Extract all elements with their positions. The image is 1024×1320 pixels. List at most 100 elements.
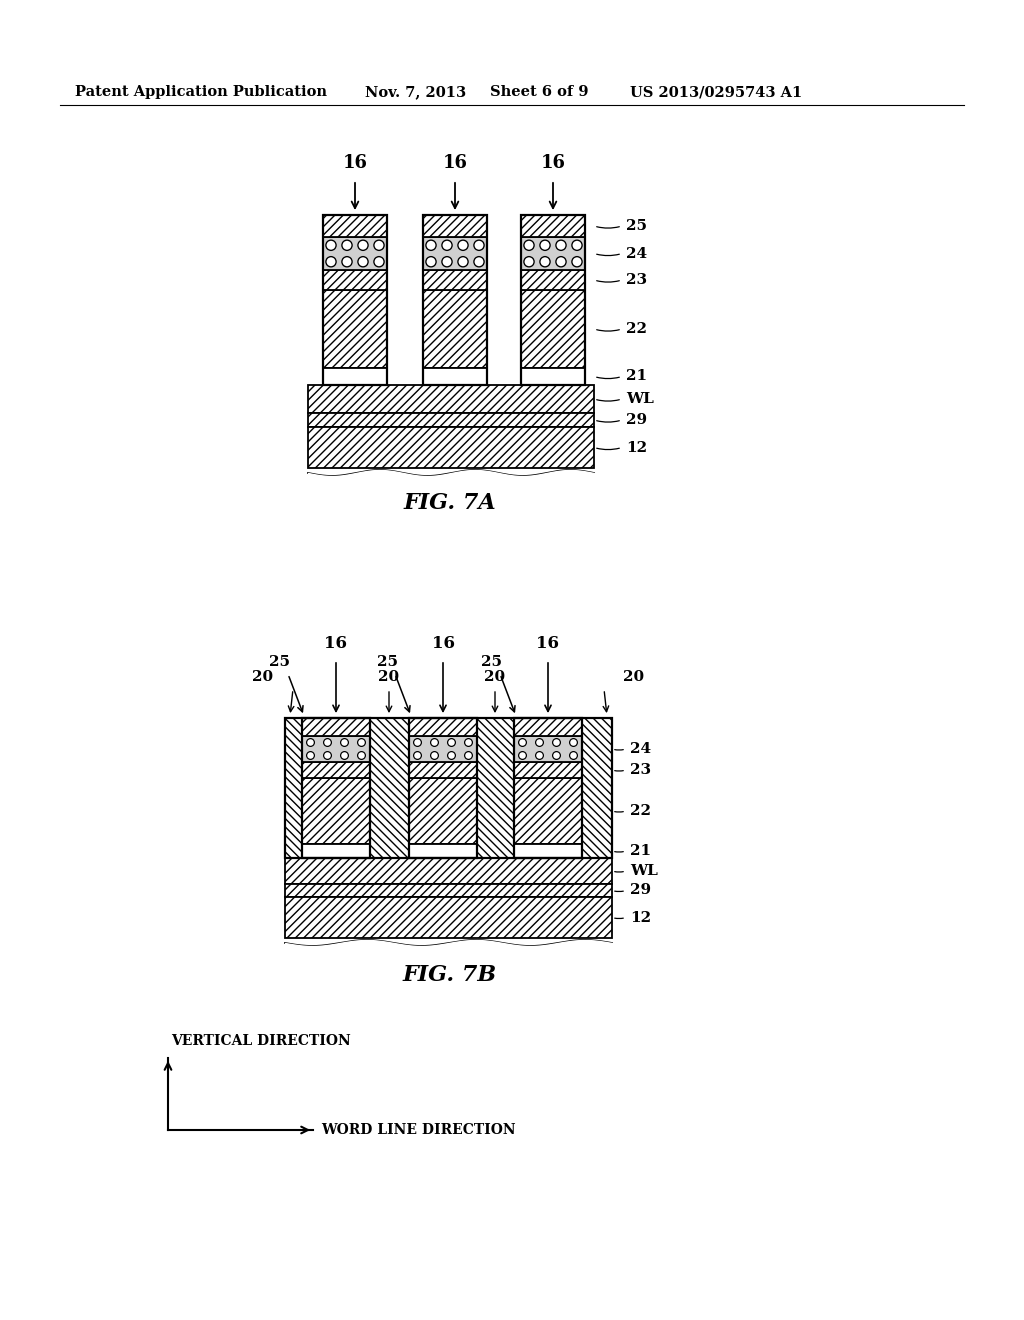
- Text: 22: 22: [626, 322, 647, 337]
- Circle shape: [341, 739, 348, 746]
- Circle shape: [447, 739, 456, 746]
- Circle shape: [556, 256, 566, 267]
- Circle shape: [458, 256, 468, 267]
- Bar: [423, 290, 487, 368]
- Text: 23: 23: [630, 763, 651, 777]
- Bar: [285, 884, 612, 898]
- Circle shape: [431, 751, 438, 759]
- Bar: [514, 718, 582, 737]
- Circle shape: [306, 751, 314, 759]
- Bar: [285, 858, 612, 884]
- Bar: [308, 413, 594, 426]
- Bar: [409, 762, 477, 777]
- Bar: [323, 238, 387, 271]
- Bar: [521, 368, 585, 385]
- Bar: [514, 718, 582, 858]
- Bar: [308, 385, 594, 413]
- Circle shape: [442, 256, 453, 267]
- Circle shape: [447, 751, 456, 759]
- Circle shape: [414, 751, 422, 759]
- Circle shape: [324, 751, 332, 759]
- Circle shape: [324, 739, 332, 746]
- Text: 12: 12: [626, 441, 647, 454]
- Text: US 2013/0295743 A1: US 2013/0295743 A1: [630, 84, 802, 99]
- Circle shape: [569, 739, 578, 746]
- Bar: [521, 290, 585, 368]
- Circle shape: [474, 256, 484, 267]
- Circle shape: [553, 751, 560, 759]
- Circle shape: [306, 739, 314, 746]
- Text: 24: 24: [630, 742, 651, 756]
- Bar: [323, 368, 387, 385]
- Circle shape: [553, 739, 560, 746]
- Bar: [423, 238, 487, 271]
- Bar: [409, 737, 477, 762]
- Circle shape: [357, 739, 366, 746]
- Text: 16: 16: [442, 154, 468, 172]
- Text: 29: 29: [626, 413, 647, 426]
- Bar: [423, 368, 487, 385]
- Circle shape: [571, 240, 582, 251]
- Text: Patent Application Publication: Patent Application Publication: [75, 84, 327, 99]
- Circle shape: [326, 256, 336, 267]
- Bar: [323, 271, 387, 290]
- Text: 20: 20: [379, 671, 399, 684]
- Text: 16: 16: [431, 635, 455, 652]
- Bar: [285, 718, 612, 858]
- Text: 12: 12: [630, 911, 651, 924]
- Bar: [323, 215, 387, 238]
- Bar: [409, 843, 477, 858]
- Circle shape: [442, 240, 453, 251]
- Circle shape: [524, 240, 535, 251]
- Bar: [302, 843, 370, 858]
- Bar: [521, 215, 585, 385]
- Circle shape: [341, 751, 348, 759]
- Circle shape: [342, 240, 352, 251]
- Circle shape: [569, 751, 578, 759]
- Circle shape: [357, 751, 366, 759]
- Bar: [409, 718, 477, 737]
- Circle shape: [474, 240, 484, 251]
- Text: 16: 16: [342, 154, 368, 172]
- Text: 25: 25: [481, 655, 503, 669]
- Bar: [409, 777, 477, 843]
- Bar: [423, 271, 487, 290]
- Circle shape: [426, 240, 436, 251]
- Text: 21: 21: [630, 843, 651, 858]
- Text: 22: 22: [630, 804, 651, 818]
- Bar: [423, 215, 487, 385]
- Text: 21: 21: [626, 370, 647, 384]
- Circle shape: [465, 739, 472, 746]
- Circle shape: [518, 739, 526, 746]
- Bar: [302, 777, 370, 843]
- Bar: [285, 718, 612, 858]
- Circle shape: [357, 256, 368, 267]
- Bar: [302, 718, 370, 858]
- Text: 16: 16: [537, 635, 559, 652]
- Text: WL: WL: [626, 392, 654, 407]
- Bar: [285, 898, 612, 939]
- Circle shape: [518, 751, 526, 759]
- Bar: [308, 426, 594, 469]
- Text: WORD LINE DIRECTION: WORD LINE DIRECTION: [321, 1123, 516, 1137]
- Circle shape: [536, 751, 544, 759]
- Circle shape: [374, 256, 384, 267]
- Circle shape: [431, 739, 438, 746]
- Text: 20: 20: [624, 671, 644, 684]
- Text: FIG. 7A: FIG. 7A: [403, 492, 497, 513]
- Bar: [423, 215, 487, 238]
- Bar: [302, 718, 370, 737]
- Text: 25: 25: [269, 655, 291, 669]
- Circle shape: [342, 256, 352, 267]
- Text: 25: 25: [377, 655, 397, 669]
- Text: 20: 20: [484, 671, 506, 684]
- Circle shape: [540, 240, 550, 251]
- Circle shape: [556, 240, 566, 251]
- Bar: [514, 777, 582, 843]
- Text: 29: 29: [630, 883, 651, 898]
- Text: 20: 20: [253, 671, 273, 684]
- Circle shape: [374, 240, 384, 251]
- Bar: [302, 737, 370, 762]
- Bar: [323, 290, 387, 368]
- Bar: [521, 238, 585, 271]
